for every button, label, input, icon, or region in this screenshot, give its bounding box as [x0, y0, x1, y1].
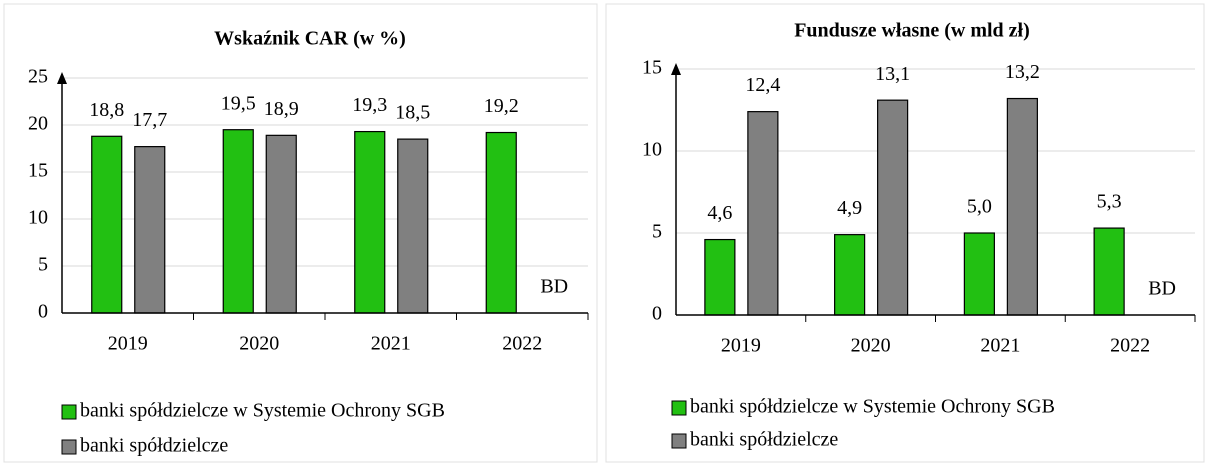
value-label: 19,2 [484, 95, 519, 117]
legend-label: banki spółdzielcze [80, 435, 228, 457]
axis-arrow [671, 63, 681, 75]
x-tick-label: 2021 [980, 335, 1020, 357]
value-label: 17,7 [132, 109, 167, 131]
legend-label: banki spółdzielcze [690, 429, 838, 451]
y-tick-label: 5 [38, 254, 48, 276]
bar [354, 130, 386, 314]
chart-title: Fundusze własne (w mld zł) [794, 20, 1030, 42]
value-label: 18,9 [264, 98, 299, 120]
bar [834, 234, 866, 316]
value-label: 5,3 [1097, 191, 1122, 213]
x-tick-label: 2019 [721, 335, 761, 357]
bar [134, 146, 166, 314]
bar [1093, 227, 1125, 316]
x-tick-label: 2022 [1110, 335, 1150, 357]
value-label: 13,1 [875, 63, 910, 85]
bar [1006, 97, 1038, 316]
y-tick-label: 15 [642, 57, 662, 79]
value-label: 18,8 [89, 99, 124, 121]
y-tick-label: 25 [28, 66, 48, 88]
value-label: 13,2 [1005, 61, 1040, 83]
bar [963, 232, 995, 316]
panel-border [605, 3, 1205, 463]
value-label: 4,9 [837, 197, 862, 219]
legend-label: banki spółdzielcze w Systemie Ochrony SG… [80, 400, 445, 422]
value-label: 5,0 [967, 196, 992, 218]
y-tick-label: 0 [38, 301, 48, 323]
value-label: 19,5 [221, 92, 256, 114]
bar [877, 99, 909, 316]
legend-swatch [61, 404, 77, 420]
bar [265, 134, 297, 314]
legend-label: banki spółdzielcze w Systemie Ochrony SG… [690, 396, 1055, 418]
value-label: 19,3 [352, 94, 387, 116]
bar [747, 111, 779, 316]
y-tick-label: 0 [652, 303, 662, 325]
x-tick-label: 2020 [239, 333, 279, 355]
y-tick-label: 10 [642, 139, 662, 161]
x-tick-label: 2021 [371, 333, 411, 355]
panel-border [3, 3, 598, 463]
axis-arrow [57, 72, 67, 84]
missing-label: BD [540, 276, 568, 298]
value-label: 12,4 [745, 74, 780, 96]
bar [222, 129, 254, 314]
x-tick-label: 2019 [108, 333, 148, 355]
value-label: 18,5 [395, 102, 430, 124]
legend-swatch [61, 439, 77, 455]
bar [397, 138, 429, 314]
x-tick-label: 2020 [851, 335, 891, 357]
bar [485, 131, 517, 314]
y-tick-label: 15 [28, 160, 48, 182]
legend-swatch [671, 400, 687, 416]
x-tick-label: 2022 [502, 333, 542, 355]
value-label: 4,6 [707, 202, 732, 224]
y-tick-label: 20 [28, 113, 48, 135]
bar [91, 135, 123, 314]
y-tick-label: 10 [28, 207, 48, 229]
legend-swatch [671, 433, 687, 449]
missing-label: BD [1148, 278, 1176, 300]
chart-title: Wskaźnik CAR (w %) [214, 28, 406, 50]
bar [704, 238, 736, 316]
y-tick-label: 5 [652, 221, 662, 243]
